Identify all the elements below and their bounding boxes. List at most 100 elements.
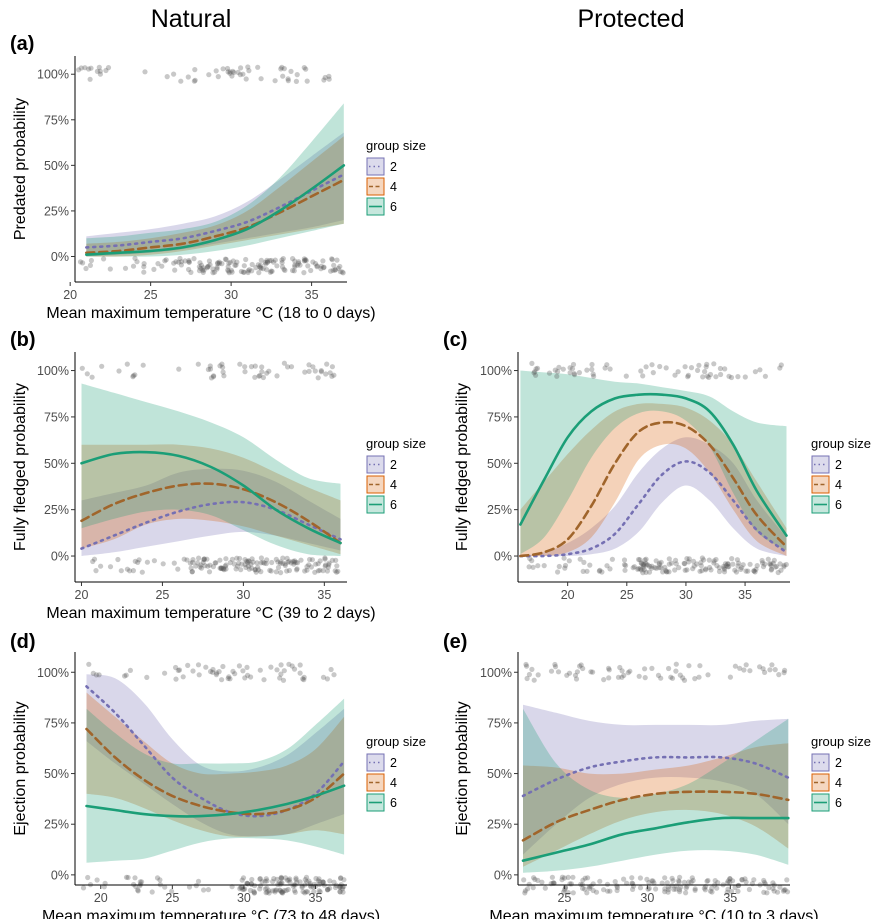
point	[186, 259, 192, 265]
point	[87, 262, 93, 268]
point	[690, 558, 697, 565]
point	[550, 880, 556, 886]
point	[304, 567, 310, 573]
point	[235, 69, 241, 75]
point	[757, 664, 763, 670]
point	[714, 885, 720, 891]
point	[294, 567, 300, 573]
point	[726, 373, 732, 379]
point	[258, 555, 264, 561]
point	[607, 366, 613, 372]
point	[281, 668, 287, 674]
point	[522, 888, 529, 894]
point	[240, 668, 246, 674]
point	[312, 569, 318, 575]
point	[241, 886, 247, 893]
point	[205, 366, 211, 373]
point	[323, 562, 329, 568]
point	[337, 263, 343, 270]
panel-letter: (b)	[10, 329, 36, 351]
y-tick-label: 100%	[37, 666, 69, 680]
point	[260, 559, 266, 566]
point	[640, 373, 646, 379]
point	[257, 667, 263, 673]
point	[686, 663, 692, 669]
point	[302, 369, 308, 375]
point	[767, 667, 773, 673]
point	[707, 888, 714, 894]
point	[213, 68, 219, 74]
point	[255, 567, 262, 573]
point	[258, 560, 264, 566]
point	[656, 565, 662, 571]
point	[151, 266, 157, 272]
point	[135, 559, 141, 566]
point	[637, 875, 644, 881]
point	[780, 888, 787, 894]
point	[334, 563, 340, 569]
panel-b: (b) 0% 25% 50% 75% 100% 20 25 30 35 Mean maximum t…	[10, 329, 426, 622]
point	[213, 672, 219, 678]
point	[185, 662, 191, 669]
point	[309, 557, 315, 563]
point	[201, 887, 207, 893]
point	[185, 74, 191, 80]
y-tick-label: 100%	[37, 68, 69, 82]
point	[711, 560, 717, 566]
point	[201, 267, 207, 273]
x-tick-label: 25	[620, 588, 634, 602]
point	[546, 370, 553, 376]
point	[555, 569, 561, 575]
point	[238, 65, 244, 71]
legend-title: group size	[366, 734, 426, 749]
point	[164, 74, 170, 80]
point	[706, 374, 712, 380]
x-tick-label: 20	[63, 288, 77, 302]
point	[556, 563, 562, 570]
point	[275, 559, 281, 565]
point	[213, 560, 219, 566]
point	[310, 884, 316, 890]
x-tick-label: 25	[557, 891, 571, 905]
point	[130, 263, 137, 269]
point	[238, 567, 244, 573]
point	[280, 889, 286, 895]
point	[782, 887, 788, 893]
panel-c: (c) 0% 25% 50% 75% 100% 20 25 30 35 Fully fledged …	[443, 329, 871, 602]
point	[769, 662, 775, 668]
point	[125, 874, 131, 881]
point	[221, 567, 227, 573]
point	[577, 556, 583, 562]
point	[782, 667, 788, 674]
point	[210, 266, 216, 272]
point	[210, 270, 216, 276]
point	[320, 879, 326, 885]
point	[327, 370, 333, 376]
point	[713, 556, 719, 563]
point	[332, 568, 338, 574]
point	[301, 258, 307, 264]
point	[531, 677, 537, 683]
point	[205, 887, 211, 893]
y-axis-label: Ejection probability	[454, 701, 471, 835]
point	[272, 78, 278, 84]
point	[310, 364, 316, 370]
point	[566, 558, 572, 564]
point	[729, 888, 735, 895]
legend-label-2: 2	[835, 756, 842, 770]
y-axis-label: Ejection probability	[12, 701, 29, 835]
point	[293, 877, 299, 883]
point	[320, 879, 326, 886]
point	[264, 257, 270, 263]
point	[198, 265, 204, 271]
point	[597, 878, 603, 884]
point	[229, 269, 235, 275]
point	[218, 565, 224, 571]
point	[653, 565, 660, 571]
point	[229, 73, 235, 79]
point	[737, 665, 743, 671]
point	[686, 556, 692, 562]
point	[240, 71, 246, 77]
point	[609, 556, 616, 562]
